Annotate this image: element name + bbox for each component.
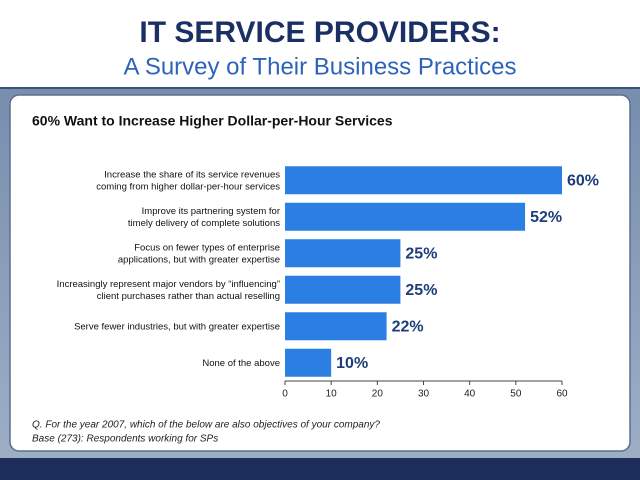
bar [285, 166, 562, 195]
header-band [0, 0, 640, 88]
x-tick-label: 40 [464, 389, 476, 400]
header-title: IT SERVICE PROVIDERS: [139, 16, 500, 49]
category-label: Improve its partnering system for timely … [128, 205, 280, 228]
category-label: Increasingly represent major vendors by … [57, 278, 280, 301]
category-label: None of the above [202, 357, 280, 368]
note: Q. For the year 2007, which of the below… [32, 420, 380, 431]
value-label: 10% [336, 355, 368, 372]
category-label: Focus on fewer types of enterprise applic… [118, 242, 280, 265]
value-label: 25% [405, 245, 437, 262]
header-subtitle: A Survey of Their Business Practices [123, 53, 516, 80]
category-label: Serve fewer industries, but with greater… [74, 321, 280, 332]
chart-title: 60% Want to Increase Higher Dollar-per-H… [32, 113, 393, 129]
bar [285, 312, 387, 341]
panel [9, 94, 631, 452]
x-tick-label: 50 [510, 389, 522, 400]
category-label: Increase the share of its service revenu… [96, 169, 280, 192]
bar [285, 275, 401, 304]
x-tick-label: 10 [326, 389, 338, 400]
note: Base (273): Respondents working for SPs [32, 434, 218, 445]
value-label: 52% [530, 209, 562, 226]
x-tick-label: 20 [372, 389, 384, 400]
x-tick-label: 0 [282, 389, 288, 400]
value-label: 25% [405, 282, 437, 299]
x-tick-label: 30 [418, 389, 430, 400]
value-label: 60% [567, 172, 599, 189]
value-label: 22% [392, 318, 424, 335]
bar [285, 239, 401, 268]
bar [285, 202, 526, 231]
bar [285, 348, 332, 377]
footer-band [0, 458, 640, 480]
x-tick-label: 60 [556, 389, 568, 400]
